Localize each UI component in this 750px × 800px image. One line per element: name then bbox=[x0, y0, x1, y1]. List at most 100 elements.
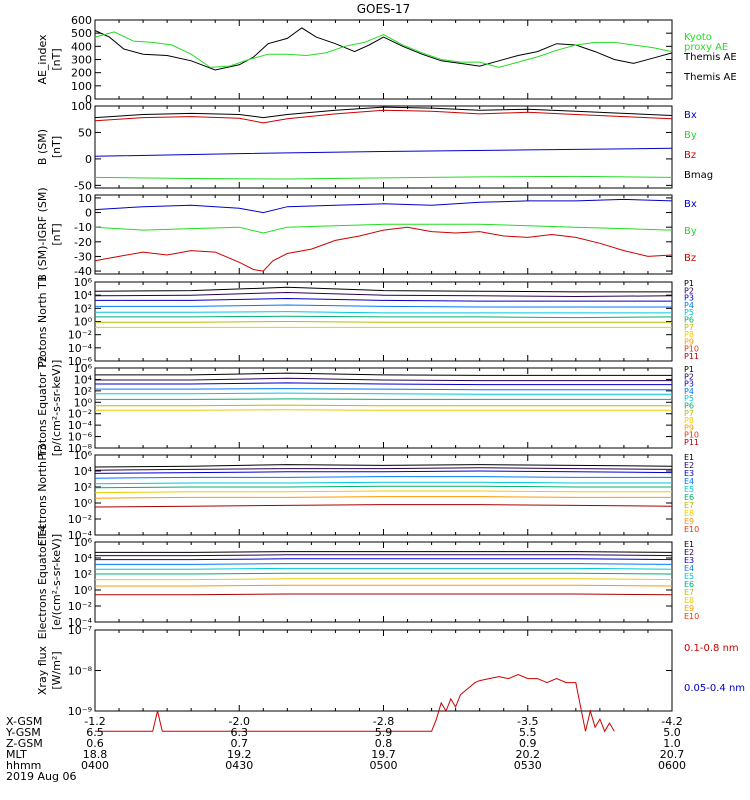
y-tick-label: 10⁻⁴ bbox=[68, 529, 93, 542]
y-tick-label: 100 bbox=[71, 100, 92, 113]
ephemeris-value: 1.0 bbox=[663, 737, 681, 750]
panel-frame bbox=[94, 281, 673, 362]
y-axis-label: AE_index bbox=[36, 34, 49, 85]
ephemeris-value: 0.8 bbox=[375, 737, 393, 750]
panel-bsm: -50 0 50 100 B (SM) [nT] bbox=[36, 100, 673, 192]
series-line-E6 bbox=[95, 572, 673, 575]
legend-bigrf: Bx bbox=[684, 199, 697, 210]
y-axis-label: Electrons Equator T4 bbox=[36, 525, 49, 640]
y-tick-label: -50 bbox=[74, 179, 92, 192]
legend-xray: 0.1-0.8 nm bbox=[684, 643, 739, 654]
y-tick-label: 400 bbox=[71, 40, 92, 53]
legend-electrons-t3: E6 bbox=[684, 493, 694, 502]
series-line-E1 bbox=[94, 464, 673, 468]
series-line-E6 bbox=[94, 485, 672, 489]
y-axis-unit: [nT] bbox=[50, 48, 63, 70]
legend-electrons-t4: E3 bbox=[684, 556, 694, 565]
series-line-E3 bbox=[95, 558, 673, 561]
y-axis-label: B (SM)-IGRF (SM) bbox=[36, 187, 49, 281]
legend-bsm: By bbox=[684, 130, 697, 141]
series-line-E5 bbox=[94, 481, 672, 485]
y-tick-label: 0 bbox=[85, 153, 92, 166]
legend-protons-t2: P9 bbox=[684, 423, 694, 432]
ephemeris-label: Y-GSM bbox=[5, 726, 41, 739]
series-line-Kyoto-proxy-AE bbox=[94, 31, 673, 68]
legend-protons-t2: P2 bbox=[684, 372, 694, 381]
y-axis-unit: [nT] bbox=[50, 136, 63, 158]
legend-electrons-t4: E10 bbox=[684, 612, 699, 621]
series-line-Bz bbox=[94, 109, 673, 124]
y-tick-label: 10⁻⁴ bbox=[68, 419, 93, 432]
y-tick-label: -30 bbox=[74, 250, 92, 263]
series-line-P7 bbox=[95, 404, 672, 407]
plot-title: GOES-17 bbox=[357, 2, 411, 16]
legend-electrons-t3: E9 bbox=[684, 517, 694, 526]
legend-protons-t2: P10 bbox=[684, 431, 699, 440]
panel-frame bbox=[94, 629, 673, 712]
legend-electrons-t4: E1 bbox=[684, 540, 694, 549]
legend-protons-t1: P6 bbox=[684, 316, 694, 325]
panel-xray: 10⁻⁷ 10⁻⁸ 10⁻⁹ Xray flux [W/m²] bbox=[36, 624, 673, 733]
ephemeris-label: hhmm bbox=[6, 759, 41, 772]
ephemeris-label: MLT bbox=[6, 748, 27, 761]
y-tick-label: 10⁰ bbox=[74, 497, 93, 510]
legend-electrons-t3: E5 bbox=[684, 485, 694, 494]
legend-electrons-t4: E7 bbox=[684, 588, 694, 597]
ephemeris-value: 5.0 bbox=[663, 726, 681, 739]
ephemeris-value: -1.2 bbox=[84, 715, 105, 728]
y-tick-label: 10⁻² bbox=[68, 600, 92, 613]
panel-bigrf: -40 -30-20 -100 10 B (SM)-IGRF (SM) [nT] bbox=[36, 187, 673, 282]
legend-electrons-t4: E5 bbox=[684, 572, 694, 581]
legend-protons-t2: P3 bbox=[684, 380, 694, 389]
legend-protons-t1: P4 bbox=[684, 301, 694, 310]
series-line-0-1-0-8-nm bbox=[95, 673, 615, 733]
y-tick-label: 10² bbox=[74, 481, 92, 494]
legend-electrons-t3: E4 bbox=[684, 477, 694, 486]
legend-protons-t1: P1 bbox=[684, 279, 694, 288]
y-tick-label: 10 bbox=[78, 192, 92, 205]
series-line-E4 bbox=[94, 476, 672, 479]
series-line-P3 bbox=[95, 297, 672, 302]
series-line-By bbox=[94, 223, 673, 234]
series-line-P7 bbox=[95, 320, 672, 323]
legend-ae: proxy AE bbox=[684, 42, 728, 53]
ephemeris-label: Z-GSM bbox=[6, 737, 43, 750]
series-line-P6 bbox=[95, 315, 673, 319]
legend-protons-t1: P8 bbox=[684, 330, 694, 339]
panel-frame bbox=[94, 454, 673, 536]
legend-electrons-t3: E7 bbox=[684, 501, 694, 510]
ephemeris-value: 0600 bbox=[658, 759, 686, 772]
y-tick-label: 10⁻⁴ bbox=[68, 616, 93, 629]
y-tick-label: 10² bbox=[74, 385, 92, 398]
y-tick-label: 10⁻⁶ bbox=[68, 355, 93, 368]
legend-protons-t1: P5 bbox=[684, 308, 694, 317]
y-tick-label: -10 bbox=[74, 221, 92, 234]
legend-ae: Themis AE bbox=[683, 52, 737, 63]
y-tick-label: 10⁻⁴ bbox=[68, 342, 93, 355]
y-tick-label: 10⁶ bbox=[74, 276, 93, 289]
legend-protons-t2: P6 bbox=[684, 402, 694, 411]
ephemeris-value: 6.5 bbox=[86, 726, 104, 739]
y-tick-label: 200 bbox=[71, 67, 92, 80]
series-line-Bx bbox=[94, 147, 673, 157]
ephemeris-value: 0500 bbox=[370, 759, 398, 772]
series-line-Bz bbox=[94, 226, 673, 272]
series-line-E7 bbox=[95, 578, 673, 581]
legend-protons-t2: P8 bbox=[684, 416, 694, 425]
series-line-E9 bbox=[95, 593, 673, 596]
legend-bsm: Bx bbox=[684, 110, 697, 121]
series-line-P1 bbox=[95, 372, 672, 376]
series-line-P8 bbox=[95, 409, 672, 411]
legend-protons-t2: P4 bbox=[684, 387, 694, 396]
legend-electrons-t3: E3 bbox=[684, 469, 694, 478]
series-line-E1 bbox=[95, 551, 673, 553]
series-line-P2 bbox=[95, 377, 672, 382]
legend-xray: 0.05-0.4 nm bbox=[684, 683, 745, 694]
legend-bsm: Bz bbox=[684, 150, 696, 161]
legend-electrons-t3: E2 bbox=[684, 461, 694, 470]
legend-protons-t1: P11 bbox=[684, 352, 699, 361]
legend-protons-t1: P7 bbox=[684, 323, 694, 332]
series-line-P3 bbox=[95, 382, 672, 386]
